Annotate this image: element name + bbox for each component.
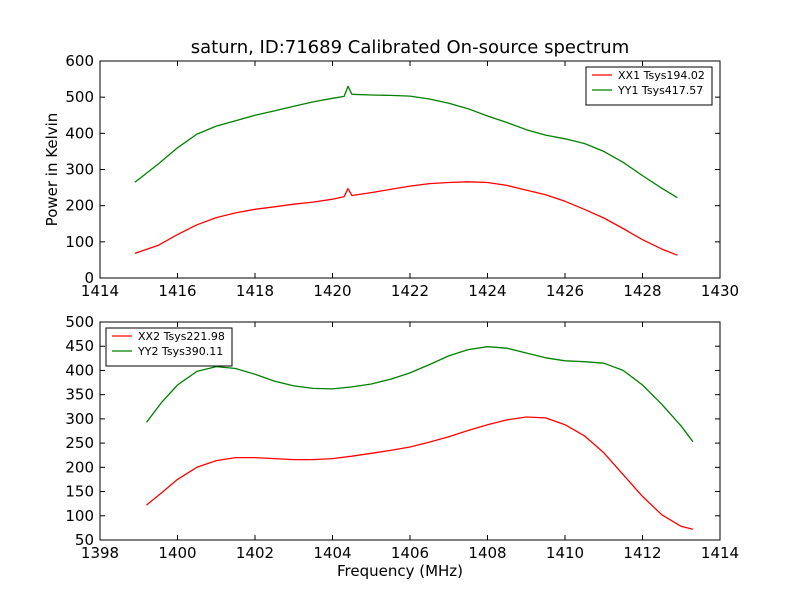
legend-box: [105, 327, 233, 367]
panel-2: 1398 1400 1402 1404 1406 1408 1410 1412 1414 50 10…: [65, 313, 739, 580]
legend: XX2 Tsys221.98 YY2 Tsys390.11: [105, 327, 233, 367]
x-tick-label: 1398: [81, 544, 119, 562]
panel-1: 1414 1416 1418 1420 1422 1424 1426 1428 1430 0 100…: [43, 52, 739, 300]
x-tick-label: 1414: [701, 544, 739, 562]
y-tick-label: 50: [75, 531, 94, 549]
y-axis-label: Power in Kelvin: [43, 113, 61, 227]
legend-box: [585, 66, 713, 106]
x-tick-label: 1420: [313, 282, 351, 300]
y-tick-label: 200: [65, 197, 94, 215]
y-tick-label: 250: [65, 434, 94, 452]
x-tick-label: 1412: [623, 544, 661, 562]
legend: XX1 Tsys194.02 YY1 Tsys417.57: [585, 66, 713, 106]
x-tick-label: 1414: [81, 282, 119, 300]
series-line-1-1: [134, 181, 678, 256]
y-tick-label: 150: [65, 483, 94, 501]
y-tick-label: 400: [65, 361, 94, 379]
x-tick-label: 1416: [158, 282, 196, 300]
x-tick-label: 1408: [468, 544, 506, 562]
x-tick-label: 1428: [623, 282, 661, 300]
series-line-2-2: [145, 346, 694, 443]
legend-label: XX2 Tsys221.98: [138, 330, 225, 343]
y-tick-label: 400: [65, 124, 94, 142]
y-tick-label: 350: [65, 386, 94, 404]
x-tick-label: 1410: [546, 544, 584, 562]
x-tick-label: 1430: [701, 282, 739, 300]
x-tick-label: 1404: [313, 544, 351, 562]
x-axis-label: Frequency (MHz): [337, 562, 463, 580]
x-tick-label: 1426: [546, 282, 584, 300]
x-tick-label: 1424: [468, 282, 506, 300]
y-tick-label: 450: [65, 337, 94, 355]
x-tick-label: 1418: [236, 282, 274, 300]
series-line-1-2: [134, 85, 678, 199]
y-tick-label: 0: [84, 269, 94, 287]
y-tick-label: 300: [65, 410, 94, 428]
y-tick-label: 200: [65, 458, 94, 476]
y-tick-label: 600: [65, 52, 94, 70]
legend-label: YY1 Tsys417.57: [617, 84, 703, 97]
legend-label: XX1 Tsys194.02: [618, 69, 705, 82]
chart-title: saturn, ID:71689 Calibrated On-source sp…: [191, 37, 630, 58]
x-tick-label: 1400: [158, 544, 196, 562]
x-tick-label: 1422: [391, 282, 429, 300]
y-tick-label: 500: [65, 313, 94, 331]
x-tick-label: 1402: [236, 544, 274, 562]
x-tick-label: 1406: [391, 544, 429, 562]
y-tick-label: 100: [65, 507, 94, 525]
y-tick-label: 500: [65, 88, 94, 106]
y-tick-label: 100: [65, 233, 94, 251]
series-line-2-1: [146, 416, 694, 530]
y-tick-label: 300: [65, 161, 94, 179]
legend-label: YY2 Tsys390.11: [137, 345, 223, 358]
